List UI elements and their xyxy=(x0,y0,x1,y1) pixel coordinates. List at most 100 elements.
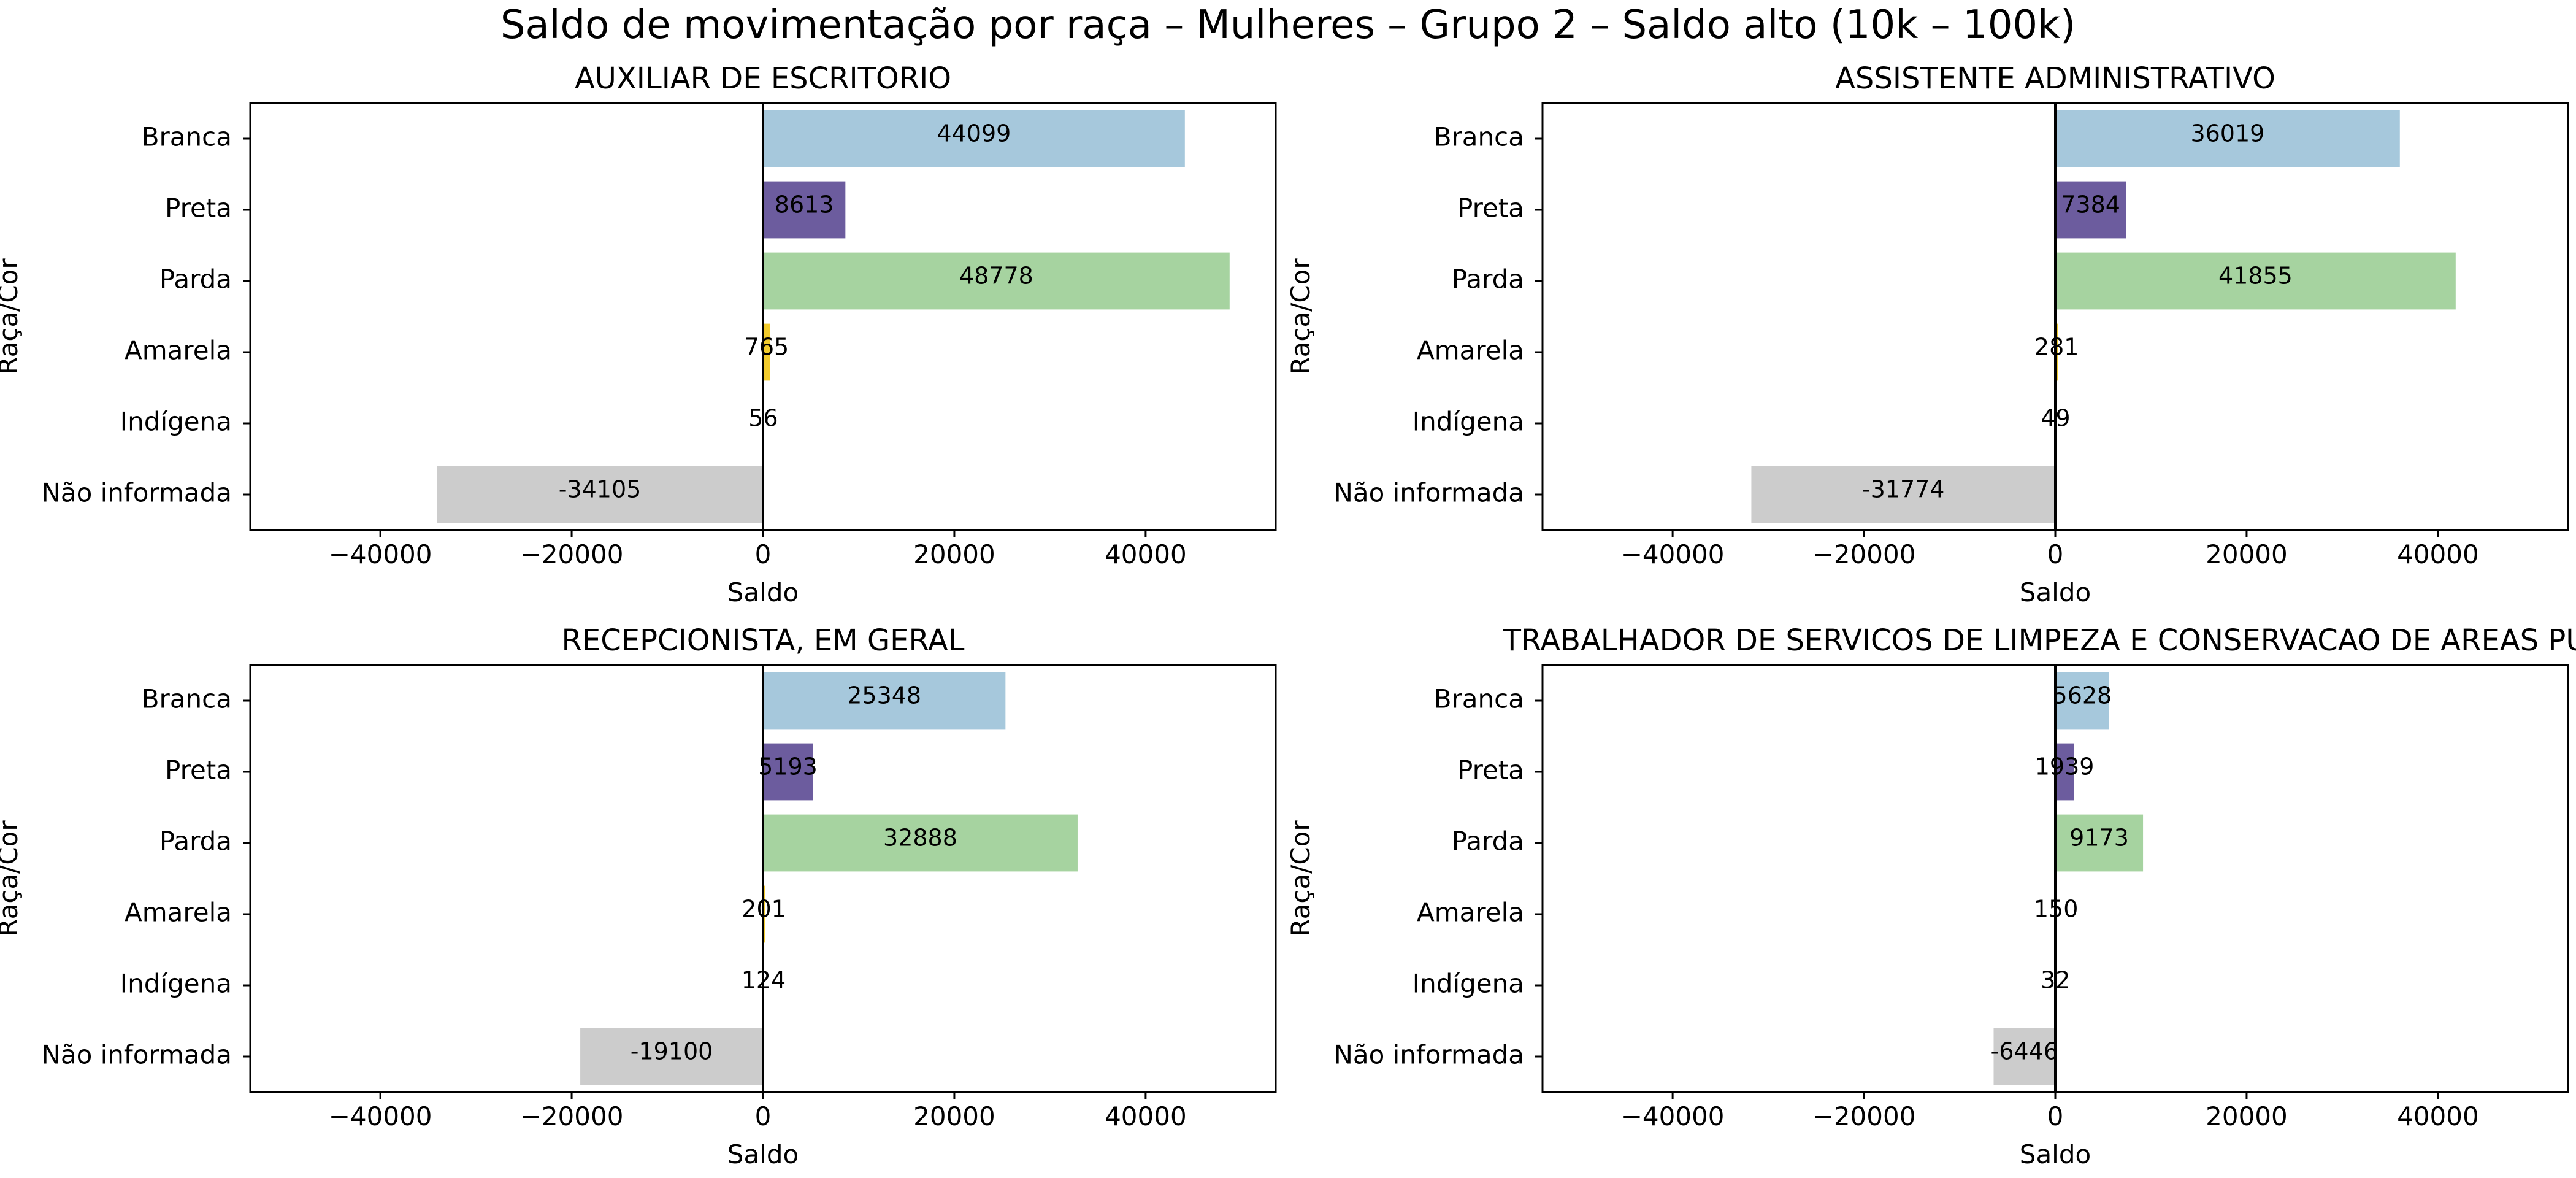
x-tick-label: 0 xyxy=(755,539,772,569)
data-label: 765 xyxy=(745,334,789,361)
x-tick-label: −40000 xyxy=(329,1101,432,1131)
subplot-title: AUXILIAR DE ESCRITORIO xyxy=(575,61,951,96)
x-tick-label: 40000 xyxy=(2397,539,2479,569)
bar-preta xyxy=(763,743,813,801)
x-tick-label: 0 xyxy=(2047,1101,2064,1131)
data-label: 281 xyxy=(2034,334,2079,361)
data-label: 56 xyxy=(748,405,778,432)
subplot-4: 5628 1939 9173 150 32 -6446 Branca Preta Parda Am… xyxy=(1286,623,2576,1169)
subplot-3: 25348 5193 32888 201 124 -19100 Branca Preta Par… xyxy=(0,623,1277,1169)
y-tick-label: Não informada xyxy=(41,478,232,508)
y-tick-label: Não informada xyxy=(1333,1040,1524,1070)
data-label: 8613 xyxy=(775,191,834,218)
data-label: 32 xyxy=(2041,967,2070,994)
x-tick-label: 20000 xyxy=(2206,1101,2288,1131)
figure-title: Saldo de movimentação por raça – Mulhere… xyxy=(500,2,2076,48)
y-tick-label: Parda xyxy=(1452,826,1524,857)
x-tick-label: −20000 xyxy=(1812,1101,1916,1131)
bar-parda xyxy=(2055,814,2144,872)
bar-parda xyxy=(763,814,1078,872)
x-tick-label: −40000 xyxy=(1621,1101,1725,1131)
data-label: 5628 xyxy=(2053,682,2112,709)
y-axis-label: Raça/Cor xyxy=(1286,258,1316,375)
subplot-title: RECEPCIONISTA, EM GERAL xyxy=(562,623,965,658)
y-tick-label: Branca xyxy=(1434,684,1524,714)
data-label: 49 xyxy=(2041,405,2070,432)
y-tick-label: Preta xyxy=(1457,755,1524,785)
bar-amarela xyxy=(2055,323,2058,381)
x-axis-label: Saldo xyxy=(727,1139,799,1169)
x-tick-label: −20000 xyxy=(520,539,624,569)
bar-branca xyxy=(2055,110,2400,167)
data-label: 9173 xyxy=(2069,825,2129,852)
y-tick-label: Amarela xyxy=(125,898,232,928)
x-tick-label: 20000 xyxy=(913,1101,995,1131)
y-tick-label: Parda xyxy=(159,826,232,857)
data-label: -31774 xyxy=(1862,476,1945,503)
x-tick-label: 20000 xyxy=(2206,539,2288,569)
x-tick-label: −40000 xyxy=(1621,539,1725,569)
subplot-title: TRABALHADOR DE SERVICOS DE LIMPEZA E CON… xyxy=(1503,623,2576,658)
x-tick-label: 0 xyxy=(755,1101,772,1131)
data-label: 124 xyxy=(742,967,786,994)
y-tick-label: Preta xyxy=(1457,193,1524,223)
x-axis-label: Saldo xyxy=(2020,1139,2091,1169)
y-tick-label: Parda xyxy=(159,264,232,294)
bar-não informada xyxy=(1751,466,2055,523)
x-tick-label: −20000 xyxy=(520,1101,624,1131)
x-tick-label: 40000 xyxy=(2397,1101,2479,1131)
bar-preta xyxy=(2055,181,2126,239)
data-label: 25348 xyxy=(847,682,921,709)
bar-não informada xyxy=(1993,1028,2055,1085)
bar-branca xyxy=(763,672,1006,730)
bar-parda xyxy=(763,252,1230,310)
x-tick-label: 40000 xyxy=(1105,539,1187,569)
y-tick-label: Indígena xyxy=(1413,969,1524,999)
x-axis-label: Saldo xyxy=(2020,577,2091,607)
y-tick-label: Não informada xyxy=(41,1040,232,1070)
subplot-1: 44099 8613 48778 765 56 -34105 Branca Preta Pard… xyxy=(0,61,1277,607)
data-label: 32888 xyxy=(883,825,957,852)
data-label: 44099 xyxy=(937,120,1011,147)
x-axis-label: Saldo xyxy=(727,577,799,607)
y-tick-label: Indígena xyxy=(120,969,232,999)
subplot-2: 36019 7384 41855 281 49 -31774 Branca Preta Pard… xyxy=(1286,61,2569,607)
y-tick-label: Indígena xyxy=(120,407,232,437)
data-label: 5193 xyxy=(758,753,818,780)
y-tick-label: Parda xyxy=(1452,264,1524,294)
y-tick-label: Amarela xyxy=(1417,898,1524,928)
data-label: 201 xyxy=(742,896,786,923)
data-label: 7384 xyxy=(2061,191,2120,218)
y-tick-label: Branca xyxy=(1434,122,1524,152)
y-tick-label: Amarela xyxy=(125,336,232,366)
data-label: -19100 xyxy=(631,1038,713,1065)
y-tick-label: Branca xyxy=(142,122,232,152)
y-axis-label: Raça/Cor xyxy=(0,820,23,937)
subplot-title: ASSISTENTE ADMINISTRATIVO xyxy=(1835,61,2275,96)
bar-preta xyxy=(763,181,846,239)
data-label: 1939 xyxy=(2035,753,2095,780)
y-axis-label: Raça/Cor xyxy=(0,258,23,375)
y-tick-label: Preta xyxy=(165,755,232,785)
bar-parda xyxy=(2055,252,2456,310)
x-tick-label: 0 xyxy=(2047,539,2064,569)
y-tick-label: Não informada xyxy=(1333,478,1524,508)
y-axis-label: Raça/Cor xyxy=(1286,820,1316,937)
x-tick-label: −40000 xyxy=(329,539,432,569)
x-tick-label: 40000 xyxy=(1105,1101,1187,1131)
y-tick-label: Branca xyxy=(142,684,232,714)
data-label: 150 xyxy=(2034,896,2079,923)
data-label: 41855 xyxy=(2218,263,2293,290)
data-label: -34105 xyxy=(559,476,642,503)
bar-preta xyxy=(2055,743,2074,801)
data-label: 36019 xyxy=(2190,120,2264,147)
bar-branca xyxy=(2055,672,2109,730)
x-tick-label: 20000 xyxy=(913,539,995,569)
bar-amarela xyxy=(763,323,770,381)
bar-não informada xyxy=(580,1028,763,1085)
bar-não informada xyxy=(437,466,763,523)
y-tick-label: Preta xyxy=(165,193,232,223)
y-tick-label: Amarela xyxy=(1417,336,1524,366)
data-label: 48778 xyxy=(959,263,1033,290)
